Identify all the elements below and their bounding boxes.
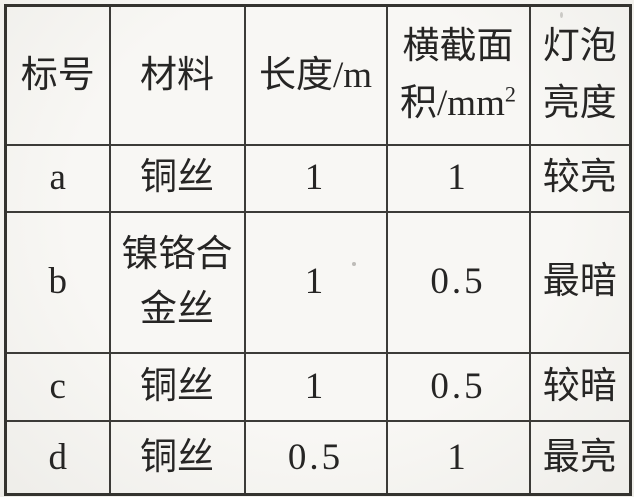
header-bulb-brightness: 灯泡 亮度 (528, 4, 632, 146)
cell-material-d: 铜丝 (108, 419, 246, 496)
cell-area-c: 0.5 (385, 351, 531, 422)
table-row-a: a 铜丝 1 1 较亮 (4, 143, 632, 213)
cell-length-d: 0.5 (243, 419, 388, 496)
cell-brightness-d: 最亮 (528, 419, 632, 496)
header-bulb-line2: 亮度 (542, 83, 617, 125)
table-header-row: 标号 材料 长度/m 横截面 积/mm2 灯泡 亮度 (4, 4, 632, 146)
cell-area-a: 1 (385, 143, 531, 213)
table-row-c: c 铜丝 1 0.5 较暗 (4, 351, 632, 422)
cell-material-c: 铜丝 (108, 351, 246, 422)
cell-length-a: 1 (243, 143, 388, 213)
cell-length-c: 1 (243, 351, 388, 422)
scan-speck (352, 262, 356, 266)
cell-label-d: d (4, 419, 111, 496)
header-material: 材料 (108, 4, 246, 146)
header-bulb-line1: 灯泡 (542, 25, 617, 67)
cell-label-a: a (4, 143, 111, 213)
cell-length-b: 1 (243, 210, 388, 354)
cell-area-d: 1 (385, 419, 531, 496)
header-length: 长度/m (243, 4, 388, 146)
cell-label-c: c (4, 351, 111, 422)
experiment-table: 标号 材料 长度/m 横截面 积/mm2 灯泡 亮度 a 铜丝 1 1 较亮 b… (4, 4, 632, 496)
header-area-line2: 积/mm2 (400, 81, 516, 125)
header-cross-section-area: 横截面 积/mm2 (385, 4, 531, 146)
cell-brightness-b: 最暗 (528, 210, 632, 354)
table-row-d: d 铜丝 0.5 1 最亮 (4, 419, 632, 496)
cell-material-b: 镍铬合金丝 (108, 210, 246, 354)
header-area-line1: 横截面 (402, 25, 514, 67)
cell-brightness-a: 较亮 (528, 143, 632, 213)
area-unit-superscript: 2 (504, 81, 516, 107)
cell-material-a: 铜丝 (108, 143, 246, 213)
cell-brightness-c: 较暗 (528, 351, 632, 422)
scan-speck (560, 12, 563, 18)
cell-area-b: 0.5 (385, 210, 531, 354)
table-row-b: b 镍铬合金丝 1 0.5 最暗 (4, 210, 632, 354)
cell-label-b: b (4, 210, 111, 354)
header-label: 标号 (4, 4, 111, 146)
